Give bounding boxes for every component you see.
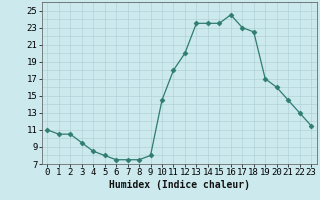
X-axis label: Humidex (Indice chaleur): Humidex (Indice chaleur) xyxy=(109,180,250,190)
